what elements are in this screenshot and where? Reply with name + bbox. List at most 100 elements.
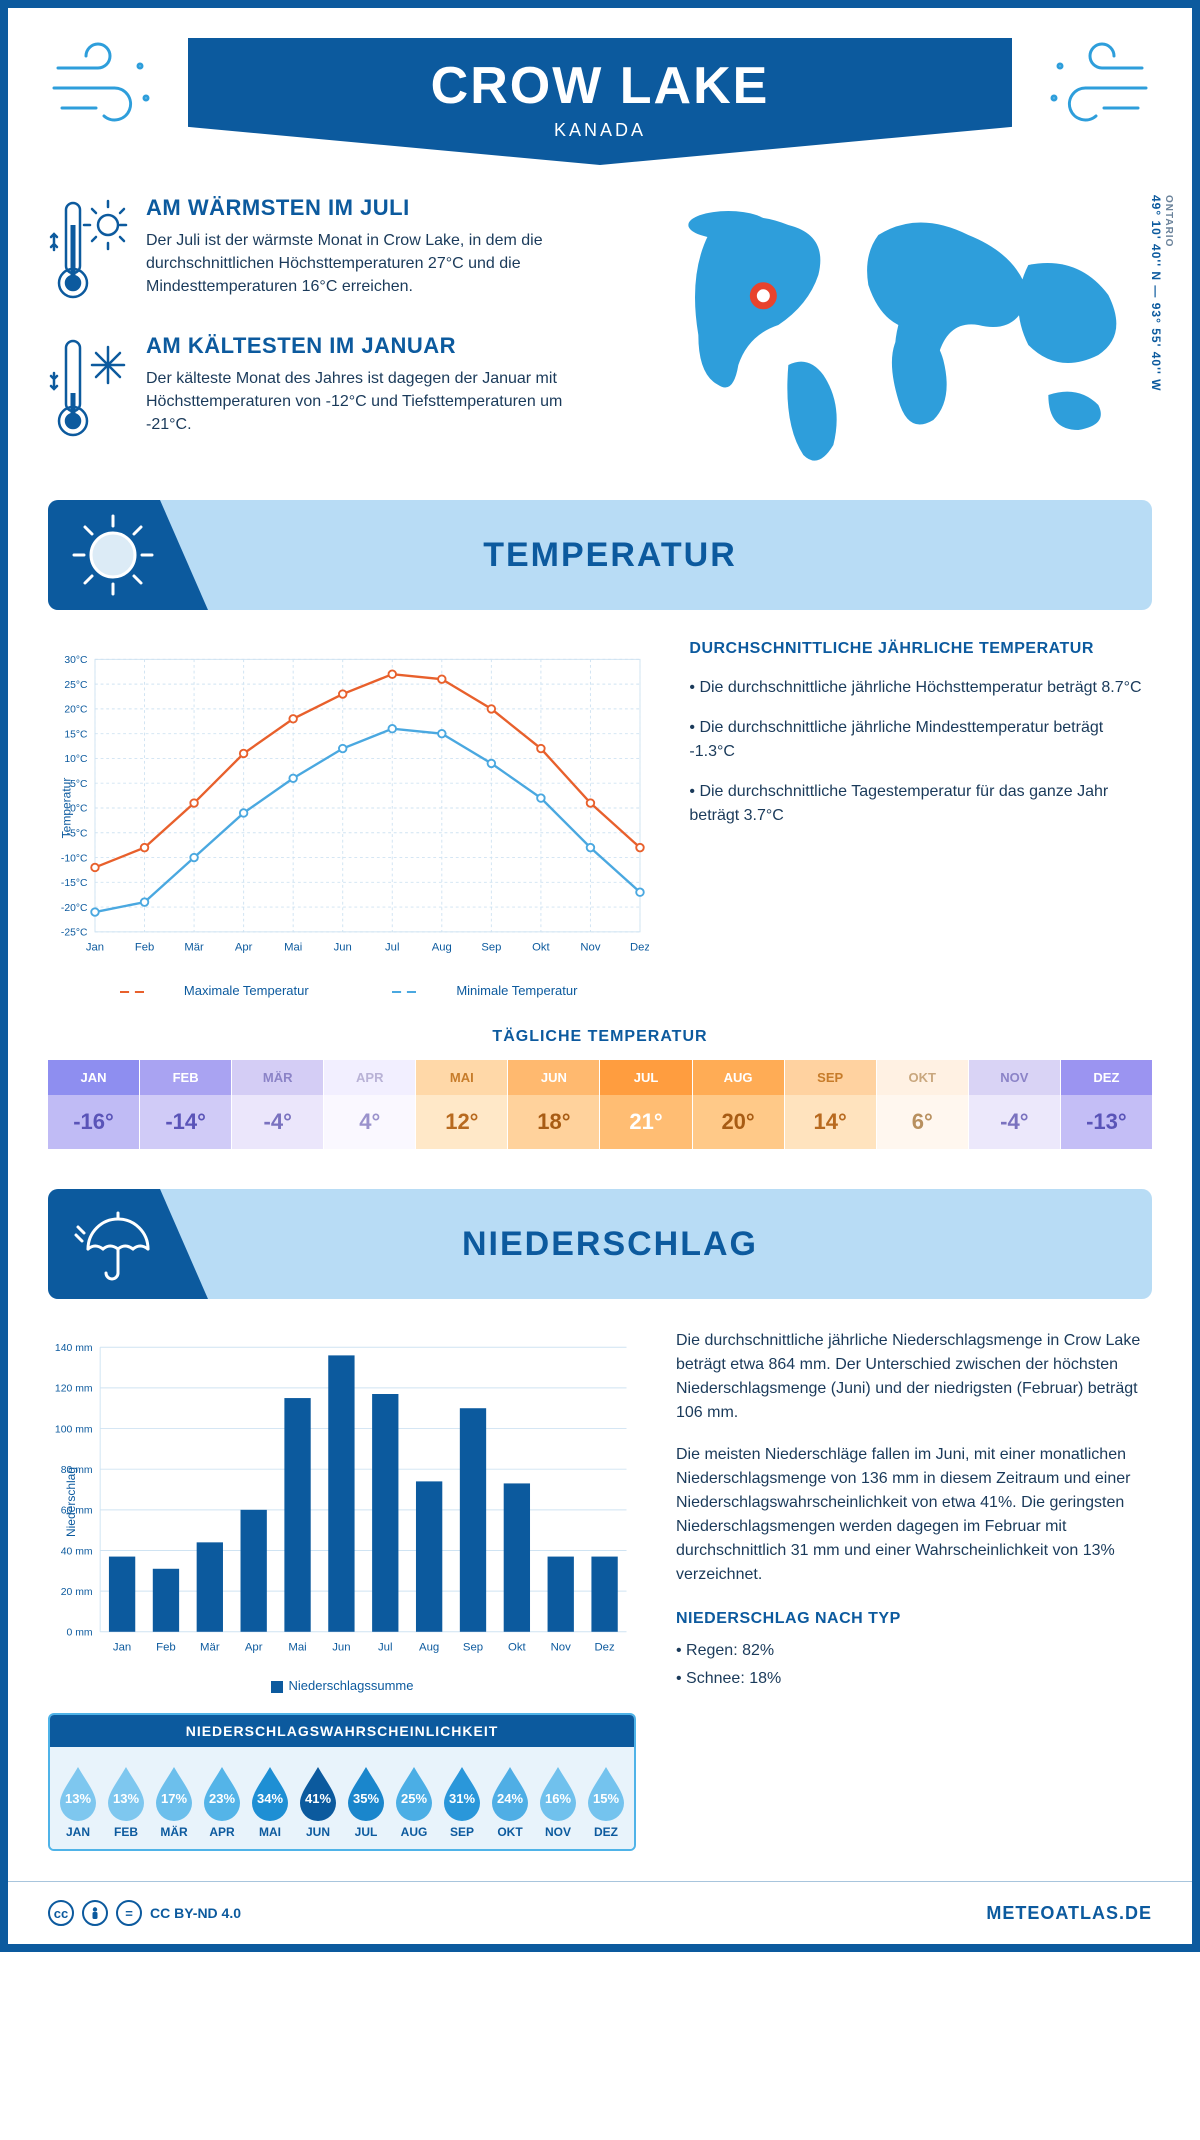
wind-right-icon: [1032, 38, 1152, 138]
svg-text:Jan: Jan: [113, 1642, 131, 1654]
section-banner-temp: TEMPERATUR: [48, 500, 1152, 610]
svg-text:Sep: Sep: [481, 942, 501, 954]
svg-text:-15°C: -15°C: [61, 878, 88, 889]
prob-drop: 31% SEP: [440, 1763, 484, 1839]
legend-max: Maximale Temperatur: [184, 983, 309, 998]
warm-fact: AM WÄRMSTEN IM JULI Der Juli ist der wär…: [48, 195, 605, 305]
svg-text:Mai: Mai: [284, 942, 302, 954]
section-title-prec: NIEDERSCHLAG: [208, 1225, 1152, 1264]
temp-legend: Maximale Temperatur Minimale Temperatur: [48, 983, 649, 998]
temp-ylabel: Temperatur: [59, 777, 73, 838]
temp-body: Temperatur -25°C-20°C-15°C-10°C-5°C0°C5°…: [48, 640, 1152, 998]
temperature-line-chart: -25°C-20°C-15°C-10°C-5°C0°C5°C10°C15°C20…: [48, 640, 649, 970]
prob-drop: 16% NOV: [536, 1763, 580, 1839]
license-block: cc = CC BY-ND 4.0: [48, 1900, 241, 1926]
prec-rain: • Regen: 82%: [676, 1639, 1152, 1663]
temp-bullet-1: • Die durchschnittliche jährliche Höchst…: [689, 676, 1152, 700]
cold-fact: AM KÄLTESTEN IM JANUAR Der kälteste Mona…: [48, 333, 605, 443]
thermometer-hot-icon: [48, 195, 128, 305]
daily-cell: MAI 12°: [416, 1060, 508, 1149]
svg-text:Okt: Okt: [532, 942, 550, 954]
probability-heading: NIEDERSCHLAGSWAHRSCHEINLICHKEIT: [50, 1715, 634, 1747]
svg-text:Apr: Apr: [235, 942, 253, 954]
daily-cell: NOV -4°: [969, 1060, 1061, 1149]
prob-drop: 23% APR: [200, 1763, 244, 1839]
temp-text-heading: DURCHSCHNITTLICHE JÄHRLICHE TEMPERATUR: [689, 640, 1152, 658]
cc-icon: cc: [48, 1900, 74, 1926]
page-title: CROW LAKE: [208, 56, 992, 116]
coordinates: ONTARIO 49° 10' 40'' N — 93° 55' 40'' W: [1149, 195, 1174, 391]
svg-text:Nov: Nov: [551, 1642, 572, 1654]
prob-drop: 13% FEB: [104, 1763, 148, 1839]
temp-bullet-3: • Die durchschnittliche Tagestemperatur …: [689, 780, 1152, 828]
svg-text:Okt: Okt: [508, 1642, 527, 1654]
bar-legend: Niederschlagssumme: [48, 1678, 636, 1693]
svg-text:20°C: 20°C: [64, 705, 88, 716]
header-row: CROW LAKE KANADA: [48, 38, 1152, 165]
page-subtitle: KANADA: [208, 120, 992, 141]
page-frame: CROW LAKE KANADA: [0, 0, 1200, 1952]
coords-text: 49° 10' 40'' N — 93° 55' 40'' W: [1149, 195, 1163, 391]
legend-min: Minimale Temperatur: [456, 983, 577, 998]
svg-text:15°C: 15°C: [64, 729, 88, 740]
prob-drop: 15% DEZ: [584, 1763, 628, 1839]
svg-text:Mär: Mär: [200, 1642, 220, 1654]
daily-cell: JUN 18°: [508, 1060, 600, 1149]
daily-cell: JUL 21°: [600, 1060, 692, 1149]
svg-text:Aug: Aug: [432, 942, 452, 954]
svg-text:Jul: Jul: [385, 942, 399, 954]
precipitation-bar-chart: 0 mm20 mm40 mm60 mm80 mm100 mm120 mm140 …: [48, 1329, 636, 1669]
prob-drop: 25% AUG: [392, 1763, 436, 1839]
bar-legend-label: Niederschlagssumme: [289, 1678, 414, 1693]
prob-drop: 41% JUN: [296, 1763, 340, 1839]
temp-bullet-2: • Die durchschnittliche jährliche Mindes…: [689, 716, 1152, 764]
section-banner-prec: NIEDERSCHLAG: [48, 1189, 1152, 1299]
daily-cell: SEP 14°: [785, 1060, 877, 1149]
nd-icon: =: [116, 1900, 142, 1926]
svg-text:Jun: Jun: [334, 942, 352, 954]
brand-name: METEOATLAS.DE: [986, 1903, 1152, 1924]
svg-text:Jan: Jan: [86, 942, 104, 954]
svg-text:20 mm: 20 mm: [61, 1587, 93, 1598]
section-title-temp: TEMPERATUR: [208, 536, 1152, 575]
map-col: ONTARIO 49° 10' 40'' N — 93° 55' 40'' W: [645, 195, 1152, 480]
svg-text:120 mm: 120 mm: [55, 1384, 93, 1395]
facts-col: AM WÄRMSTEN IM JULI Der Juli ist der wär…: [48, 195, 605, 480]
prec-snow: • Schnee: 18%: [676, 1667, 1152, 1691]
license-text: CC BY-ND 4.0: [150, 1905, 241, 1921]
svg-text:Mai: Mai: [288, 1642, 306, 1654]
svg-text:30°C: 30°C: [64, 655, 88, 666]
svg-text:100 mm: 100 mm: [55, 1424, 93, 1435]
svg-text:140 mm: 140 mm: [55, 1343, 93, 1354]
warm-text: Der Juli ist der wärmste Monat in Crow L…: [146, 229, 605, 299]
svg-text:-20°C: -20°C: [61, 903, 88, 914]
svg-text:-25°C: -25°C: [61, 928, 88, 939]
temp-chart-col: Temperatur -25°C-20°C-15°C-10°C-5°C0°C5°…: [48, 640, 649, 998]
svg-text:Jul: Jul: [378, 1642, 393, 1654]
daily-cell: MÄR -4°: [232, 1060, 324, 1149]
svg-text:Sep: Sep: [463, 1642, 483, 1654]
svg-text:Nov: Nov: [580, 942, 600, 954]
svg-text:Mär: Mär: [184, 942, 204, 954]
temp-text-col: DURCHSCHNITTLICHE JÄHRLICHE TEMPERATUR •…: [689, 640, 1152, 998]
daily-cell: AUG 20°: [693, 1060, 785, 1149]
cold-text: Der kälteste Monat des Jahres ist dagege…: [146, 367, 605, 437]
wind-left-icon: [48, 38, 168, 138]
svg-text:Feb: Feb: [135, 942, 154, 954]
prob-drop: 17% MÄR: [152, 1763, 196, 1839]
prec-chart-col: Niederschlag 0 mm20 mm40 mm60 mm80 mm100…: [48, 1329, 636, 1851]
svg-text:10°C: 10°C: [64, 754, 88, 765]
svg-text:-10°C: -10°C: [61, 853, 88, 864]
daily-cell: JAN -16°: [48, 1060, 140, 1149]
svg-text:Aug: Aug: [419, 1642, 439, 1654]
cold-title: AM KÄLTESTEN IM JANUAR: [146, 333, 605, 359]
title-banner: CROW LAKE KANADA: [188, 38, 1012, 165]
prec-type-heading: NIEDERSCHLAG NACH TYP: [676, 1607, 1152, 1631]
probability-box: NIEDERSCHLAGSWAHRSCHEINLICHKEIT 13% JAN …: [48, 1713, 636, 1851]
by-icon: [82, 1900, 108, 1926]
prec-p1: Die durchschnittliche jährliche Niedersc…: [676, 1329, 1152, 1425]
svg-text:Dez: Dez: [630, 942, 649, 954]
prob-drop: 34% MAI: [248, 1763, 292, 1839]
svg-text:40 mm: 40 mm: [61, 1546, 93, 1557]
svg-text:0 mm: 0 mm: [67, 1628, 93, 1639]
